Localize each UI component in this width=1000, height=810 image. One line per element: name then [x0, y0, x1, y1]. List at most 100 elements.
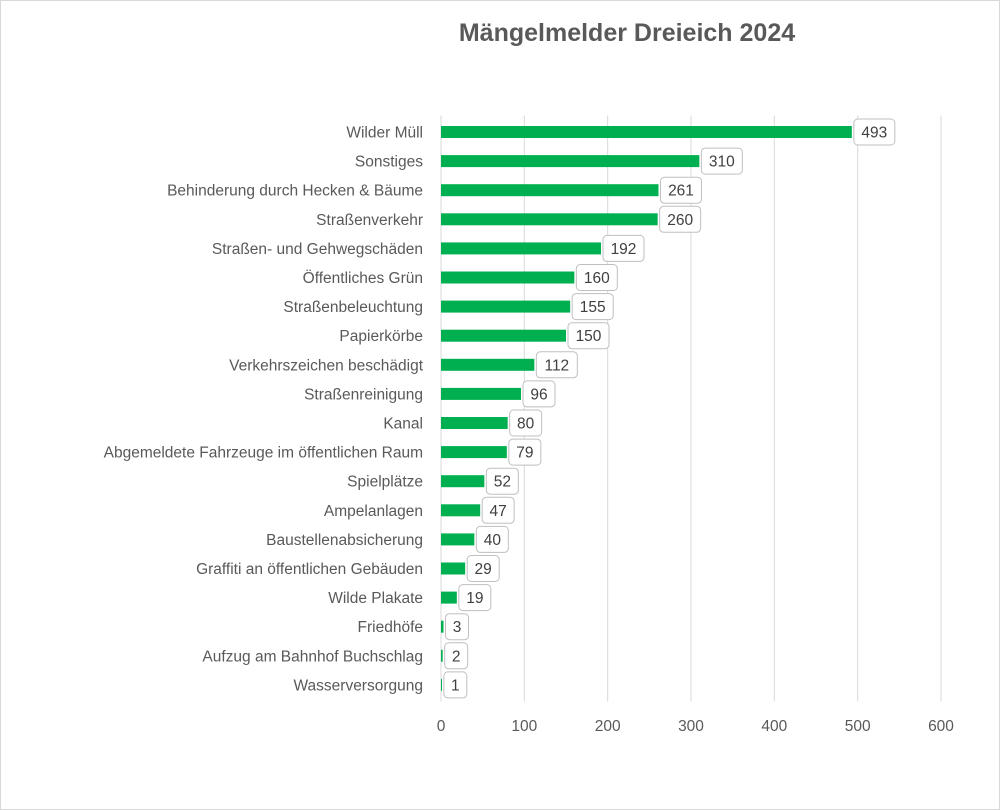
data-label-box	[445, 613, 469, 641]
category-label: Behinderung durch Hecken & Bäume	[167, 183, 423, 200]
bar	[441, 417, 508, 429]
x-tick-label: 400	[761, 718, 787, 735]
data-label-box	[853, 118, 896, 146]
category-label: Sonstiges	[355, 154, 423, 171]
data-label-box	[535, 351, 578, 379]
data-label: 260	[659, 205, 702, 233]
data-label-value: 112	[544, 357, 569, 374]
category-label: Spielplätze	[347, 474, 423, 491]
data-label-box	[475, 525, 509, 553]
data-label-value: 47	[490, 503, 507, 520]
category-label: Aufzug am Bahnhof Buchschlag	[202, 648, 423, 665]
x-tick-label: 600	[928, 718, 954, 735]
category-label: Verkehrszeichen beschädigt	[229, 357, 424, 374]
data-label: 80	[509, 409, 543, 437]
data-label-box	[485, 467, 519, 495]
category-label: Abgemeldete Fahrzeuge im öffentlichen Ra…	[104, 445, 423, 462]
bar	[441, 446, 507, 459]
x-axis-tick-labels: 0 100 200 300 400 500 600	[437, 718, 955, 735]
category-label: Straßenbeleuchtung	[283, 299, 423, 316]
data-label: 29	[466, 555, 500, 582]
data-label: 79	[508, 438, 542, 466]
data-label: 160	[575, 264, 618, 291]
data-label-value: 80	[517, 416, 535, 433]
data-label-box	[567, 322, 610, 350]
category-label: Wilder Müll	[346, 125, 423, 142]
data-label-value: 261	[668, 183, 694, 200]
data-label-value: 160	[584, 270, 610, 287]
data-label: 52	[485, 467, 519, 495]
bar	[441, 475, 485, 488]
category-label: Straßen- und Gehwegschäden	[212, 241, 423, 258]
data-label: 47	[481, 496, 515, 524]
data-label: 19	[458, 584, 492, 612]
data-label-value: 155	[580, 299, 606, 316]
category-label: Straßenreinigung	[304, 386, 423, 403]
data-label-box	[602, 234, 645, 262]
category-label: Kanal	[383, 416, 423, 433]
data-label-value: 19	[466, 590, 483, 607]
bar	[441, 387, 521, 400]
data-label-box	[509, 409, 543, 437]
data-label-value: 150	[576, 328, 602, 345]
bar	[441, 155, 700, 168]
category-label: Straßenverkehr	[316, 212, 423, 229]
x-tick-label: 200	[595, 718, 621, 735]
data-label-value: 493	[861, 125, 887, 142]
data-label-box	[659, 205, 702, 233]
bar	[441, 126, 852, 138]
category-label: Wilde Plakate	[328, 590, 423, 607]
bar	[441, 213, 658, 226]
bar	[441, 271, 575, 284]
data-label: 40	[475, 525, 509, 553]
x-tick-label: 0	[437, 718, 446, 735]
category-label: Friedhöfe	[358, 619, 423, 636]
data-label-box	[575, 264, 618, 291]
data-label-value: 40	[484, 532, 502, 549]
category-label: Graffiti an öffentlichen Gebäuden	[196, 561, 423, 578]
data-label: 1	[443, 671, 468, 699]
data-label-value: 2	[452, 648, 461, 665]
data-label-value: 192	[611, 241, 637, 258]
data-label-value: 260	[667, 212, 693, 229]
data-label: 310	[700, 147, 743, 175]
data-label-box	[522, 380, 556, 408]
x-tick-label: 300	[678, 718, 704, 735]
category-label: Papierkörbe	[339, 328, 423, 345]
data-label: 3	[445, 613, 469, 641]
data-label-box	[481, 496, 515, 524]
bar	[441, 678, 442, 691]
data-label: 261	[660, 176, 702, 204]
bar	[441, 329, 566, 342]
data-label-value: 310	[709, 154, 735, 171]
data-label: 493	[853, 118, 896, 146]
data-label-value: 3	[453, 619, 462, 636]
category-label: Öffentliches Grün	[303, 269, 423, 287]
data-label-box	[466, 555, 500, 582]
bar	[441, 649, 443, 662]
category-label: Wasserversorgung	[293, 677, 423, 694]
bar	[441, 184, 659, 197]
data-label: 150	[567, 322, 610, 350]
bars	[441, 126, 852, 691]
bar	[441, 242, 601, 255]
bar	[441, 504, 481, 517]
data-label-box	[443, 671, 468, 699]
bar	[441, 300, 571, 313]
data-label: 155	[571, 293, 614, 321]
data-label: 96	[522, 380, 556, 408]
category-label: Ampelanlagen	[324, 503, 423, 520]
data-label-box	[444, 642, 469, 670]
data-label: 112	[535, 351, 578, 379]
bar	[441, 591, 457, 604]
bar	[441, 358, 535, 371]
data-label-box	[660, 176, 702, 204]
data-label-value: 1	[451, 677, 460, 694]
data-label-box	[700, 147, 743, 175]
data-label-box	[458, 584, 492, 612]
data-labels: 4933102612601921601551501129680795247402…	[443, 118, 896, 699]
x-tick-label: 100	[511, 718, 537, 735]
bar	[441, 562, 466, 575]
